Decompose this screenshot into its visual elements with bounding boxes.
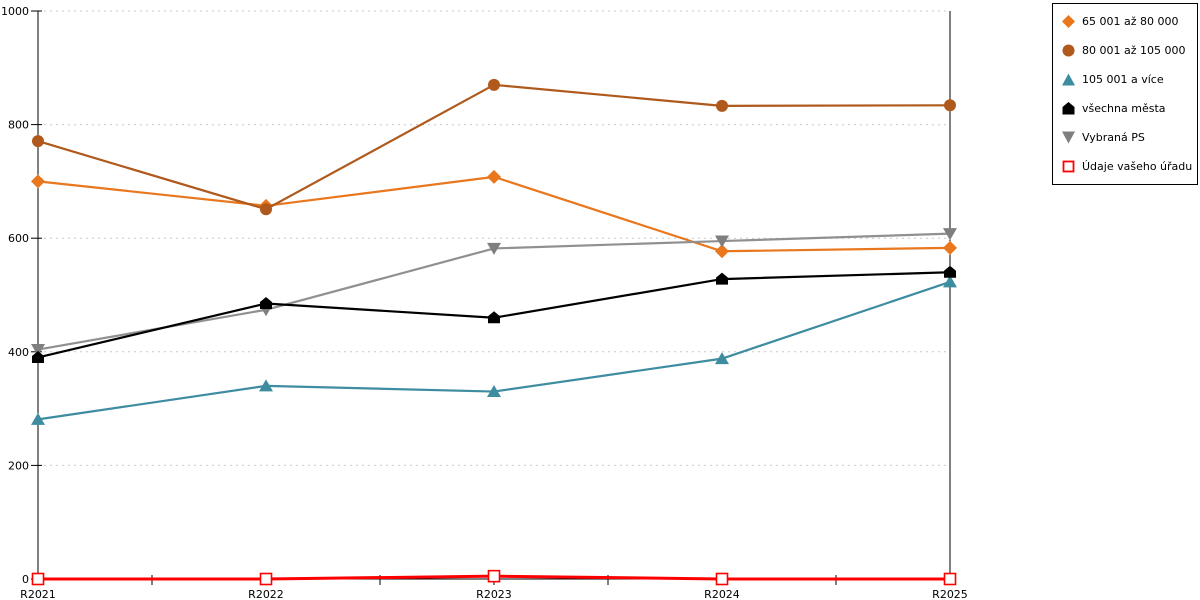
- pentagon-shape: [1062, 102, 1075, 115]
- x-tick-label: R2022: [248, 588, 284, 600]
- series-line: [37, 83, 951, 211]
- x-tick-label: R2023: [476, 588, 512, 600]
- circle-icon: [1062, 44, 1075, 57]
- legend: 65 001 až 80 000 80 001 až 105 000 105 0…: [1052, 3, 1198, 185]
- legend-item-65001-80000: 65 001 až 80 000: [1062, 15, 1191, 28]
- legend-label: 105 001 a více: [1082, 73, 1164, 86]
- pentagon-marker: [32, 350, 44, 363]
- legend-label: Údaje vašeho úřadu: [1082, 160, 1193, 173]
- square-open-icon: [1062, 160, 1075, 173]
- square-open-marker: [259, 572, 273, 586]
- square-open-marker: [715, 572, 729, 586]
- square-open-marker: [943, 572, 957, 586]
- legend-item-vybrana-ps: Vybraná PS: [1062, 131, 1191, 144]
- diamond-marker: [715, 244, 729, 259]
- square-open-marker: [487, 569, 501, 583]
- diamond-shape: [1062, 15, 1075, 28]
- pentagon-marker: [260, 297, 272, 310]
- pentagon-marker: [488, 311, 500, 324]
- circle-marker: [260, 203, 272, 216]
- circle-marker: [944, 99, 956, 112]
- triangle-down-shape: [1062, 131, 1075, 144]
- triangle-up-marker: [259, 379, 273, 392]
- triangle-up-icon: [1062, 73, 1075, 86]
- triangle-up-marker: [943, 275, 957, 288]
- legend-item-105001-vice: 105 001 a více: [1062, 73, 1191, 86]
- y-tick-label: 0: [22, 573, 29, 586]
- square-open-marker: [31, 572, 45, 586]
- circle-marker: [32, 135, 44, 148]
- legend-label: Vybraná PS: [1082, 131, 1145, 144]
- x-tick-label: R2025: [932, 588, 968, 600]
- y-tick-label: 800: [8, 119, 29, 132]
- circle-marker: [716, 99, 728, 112]
- y-tick-label: 1000: [1, 5, 29, 18]
- triangle-down-marker: [487, 242, 501, 255]
- series-line: [37, 280, 951, 421]
- x-tick-label: R2024: [704, 588, 740, 600]
- series-1: [32, 78, 956, 216]
- y-tick-label: 200: [8, 459, 29, 472]
- triangle-up-marker: [487, 385, 501, 398]
- series-line: [37, 175, 951, 253]
- legend-label: všechna města: [1082, 102, 1166, 115]
- diamond-icon: [1062, 15, 1075, 28]
- legend-label: 80 001 až 105 000: [1082, 44, 1186, 57]
- diamond-marker: [943, 240, 957, 255]
- diamond-marker: [487, 169, 501, 184]
- triangle-up-marker: [715, 352, 729, 365]
- triangle-up-shape: [1062, 73, 1075, 86]
- triangle-down-marker: [31, 344, 45, 357]
- x-tick-label: R2021: [20, 588, 56, 600]
- legend-item-vsechna-mesta: všechna města: [1062, 102, 1191, 115]
- y-tick-label: 400: [8, 346, 29, 359]
- legend-label: 65 001 až 80 000: [1082, 15, 1179, 28]
- pentagon-marker: [716, 272, 728, 285]
- circle-marker: [488, 78, 500, 91]
- series-4: [31, 228, 957, 357]
- series-3: [32, 265, 956, 363]
- legend-item-80001-105000: 80 001 až 105 000: [1062, 44, 1191, 57]
- square-open-shape: [1062, 160, 1075, 173]
- series-0: [31, 169, 957, 259]
- pentagon-icon: [1062, 102, 1075, 115]
- circle-shape: [1062, 44, 1075, 57]
- diamond-marker: [31, 174, 45, 189]
- legend-item-udaje-vaseho-uradu: Údaje vašeho úřadu: [1062, 160, 1193, 173]
- pentagon-marker: [944, 265, 956, 278]
- series-2: [31, 275, 957, 425]
- triangle-down-marker: [715, 235, 729, 248]
- triangle-down-icon: [1062, 131, 1075, 144]
- y-tick-label: 600: [8, 232, 29, 245]
- triangle-down-marker: [943, 228, 957, 241]
- triangle-up-marker: [31, 412, 45, 425]
- series-5: [31, 569, 957, 586]
